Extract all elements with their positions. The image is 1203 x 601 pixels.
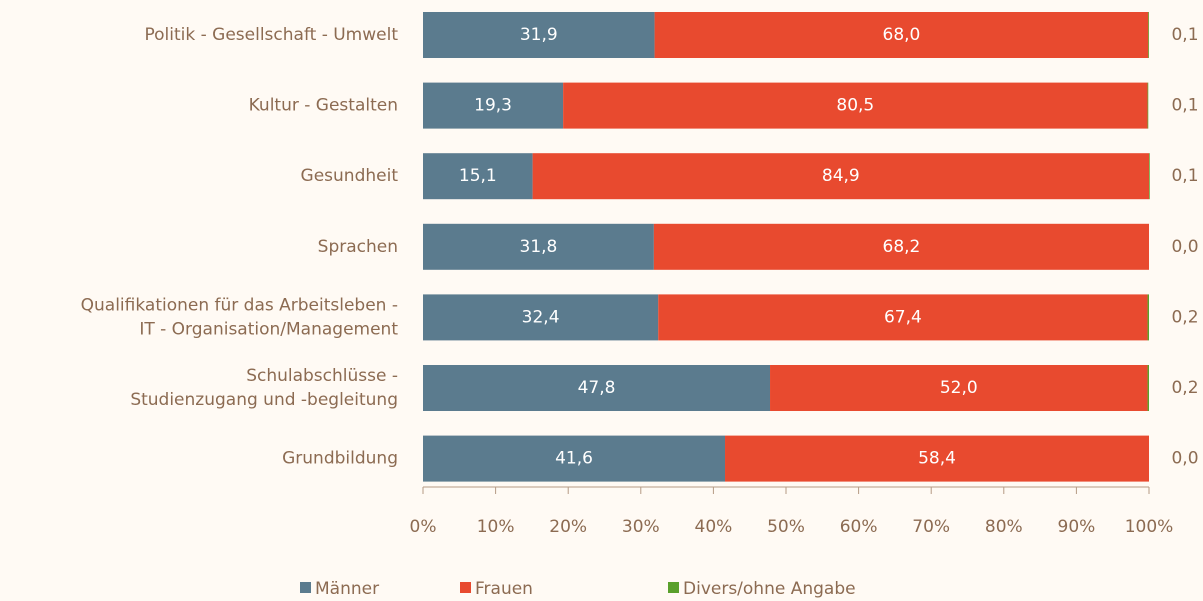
legend-label: Frauen [475,579,533,599]
x-tick-label: 30% [622,517,660,537]
value-label: 31,8 [520,237,558,257]
category-label: Grundbildung [282,449,398,469]
bar-segment [423,435,726,482]
bar-segment [532,153,1149,200]
value-label: 80,5 [836,96,874,116]
bar-segment [423,82,564,129]
bar-segment [423,365,771,411]
x-tick-label: 60% [840,517,878,537]
bar-segment [423,153,533,200]
x-tick-label: 100% [1125,517,1174,537]
category-label: Qualifikationen für das Arbeitsleben -IT… [81,295,399,339]
legend-label: Männer [315,579,379,599]
value-label: 31,9 [520,25,558,45]
x-tick-label: 10% [477,517,515,537]
value-label: 52,0 [940,378,978,398]
value-label: 68,0 [883,25,921,45]
bar-segment [423,12,655,58]
bar-segment [1147,82,1149,129]
x-tick-label: 40% [695,517,733,537]
bar-segment [770,365,1148,411]
bar-segment [423,294,659,341]
value-label: 0,2 [1171,378,1198,398]
bar-segment [658,294,1148,341]
bar-segment [654,12,1149,58]
bar-segment [1148,12,1149,58]
value-label: 0,1 [1171,96,1198,116]
value-label: 0,1 [1171,166,1198,186]
value-label: 15,1 [459,166,497,186]
x-tick-label: 80% [985,517,1023,537]
bar-segment [725,435,1149,482]
bar-segment [1147,294,1149,341]
value-label: 0,0 [1171,449,1198,469]
value-label: 0,0 [1171,237,1198,257]
category-label: Politik - Gesellschaft - Umwelt [144,25,398,45]
bar-segment [423,223,654,270]
category-label: Schulabschlüsse -Studienzugang und -begl… [130,366,398,410]
category-label: Sprachen [318,237,398,257]
value-label: 32,4 [522,307,560,327]
value-label: 41,6 [555,449,593,469]
x-tick-label: 90% [1058,517,1096,537]
value-label: 67,4 [884,307,922,327]
x-tick-label: 70% [912,517,950,537]
value-label: 19,3 [474,96,512,116]
bar-segment [563,82,1148,129]
legend-label: Divers/ohne Angabe [683,579,856,599]
bar-segment [1147,365,1149,411]
x-tick-label: 0% [410,517,437,537]
legend-swatch [668,582,679,593]
category-label: Kultur - Gestalten [249,96,398,116]
legend-swatch [300,582,311,593]
value-label: 58,4 [918,449,956,469]
value-label: 0,2 [1171,307,1198,327]
value-label: 84,9 [822,166,860,186]
x-tick-label: 20% [549,517,587,537]
value-label: 68,2 [883,237,921,257]
value-label: 47,8 [578,378,616,398]
value-label: 0,1 [1171,25,1198,45]
legend-swatch [460,582,471,593]
bar-segment [653,223,1149,270]
bar-segment [1149,153,1150,200]
x-tick-label: 50% [767,517,805,537]
category-label: Gesundheit [301,166,399,186]
